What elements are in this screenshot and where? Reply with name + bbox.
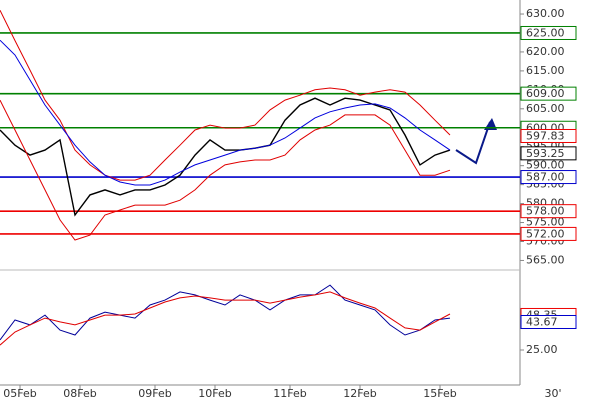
forecast-arrow [455,121,491,165]
series-line [0,291,451,346]
level-box [520,226,577,241]
y-tick-label: 620.00 [526,45,565,58]
series-line [0,99,451,241]
series-line [0,39,451,186]
x-tick-label: 05Feb [3,387,36,400]
level-label: 587.00 [526,171,565,184]
level-label: 572.00 [526,227,565,240]
last-value-label: 43.67 [526,315,558,328]
x-tick-label: 10Feb [198,387,231,400]
level-label: 625.00 [526,26,565,39]
series-line [0,97,451,217]
y-tick-label: 630.00 [526,7,565,20]
series-line [0,9,451,181]
y-tick-label: 590.00 [526,159,565,172]
last-value-label: 597.83 [526,129,565,142]
period-label: 30' [544,387,561,400]
y-tick-label: 605.00 [526,102,565,115]
y-tick-label: 575.00 [526,216,565,229]
y-tick-label: 25.00 [526,343,558,356]
level-box [520,170,577,185]
level-box [520,25,577,40]
level-box [520,86,577,101]
x-tick-label: 12Feb [343,387,376,400]
last-value-box [520,146,577,161]
last-value-box [520,314,577,329]
y-tick-label: 615.00 [526,64,565,77]
x-tick-label: 11Feb [273,387,306,400]
last-value-label: 593.25 [526,147,565,160]
last-value-box [520,128,577,143]
series-line [0,284,451,341]
level-label: 609.00 [526,87,565,100]
x-tick-label: 08Feb [63,387,96,400]
level-box [520,204,577,219]
x-tick-label: 09Feb [138,387,171,400]
level-label: 578.00 [526,205,565,218]
x-tick-label: 15Feb [423,387,456,400]
y-tick-label: 565.00 [526,253,565,266]
